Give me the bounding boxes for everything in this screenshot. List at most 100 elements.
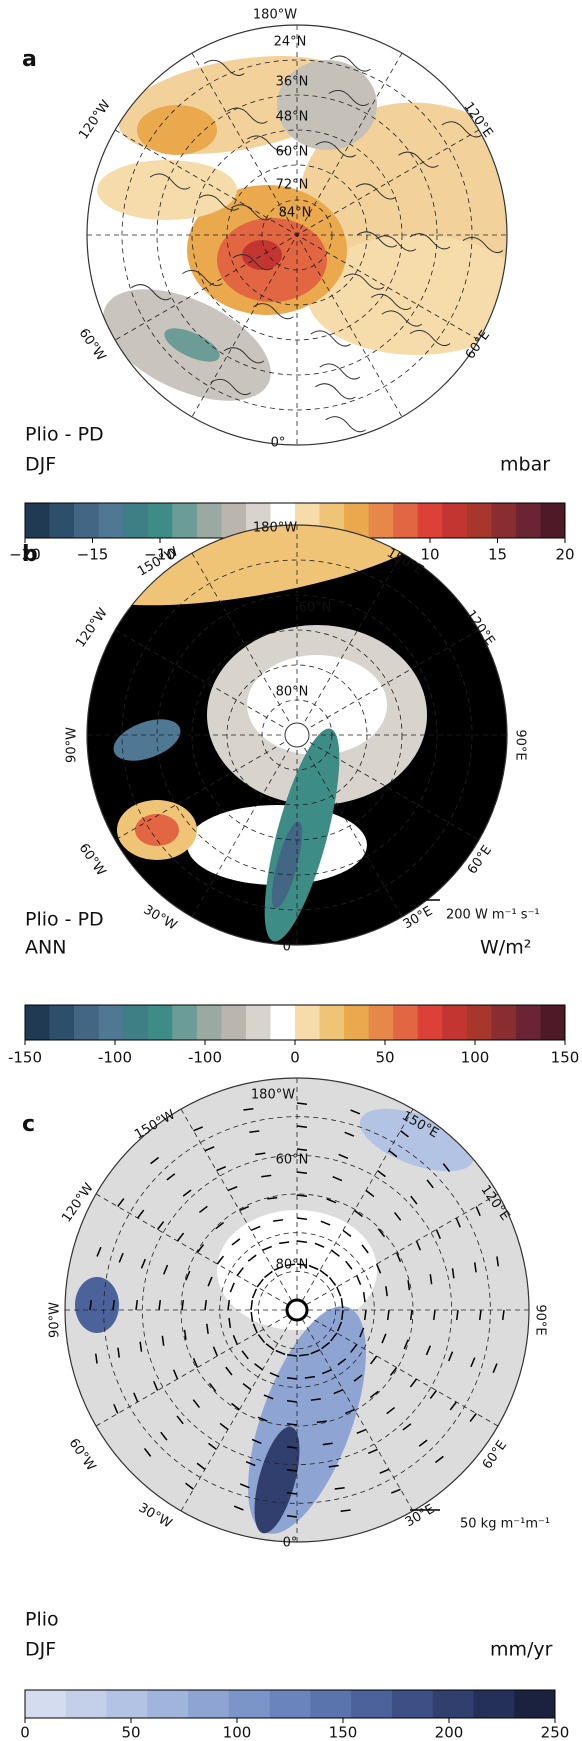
- map-label: 80°N: [276, 685, 309, 700]
- flux-arrow: [256, 1278, 264, 1288]
- unit-label: W/m²: [480, 937, 531, 959]
- flux-arrow: [232, 1334, 238, 1345]
- map-label: 30°W: [136, 1501, 175, 1532]
- map-content: [87, 25, 507, 445]
- flux-arrow: [208, 1382, 217, 1392]
- panel-caption: DJF: [25, 1639, 56, 1661]
- flux-arrow: [345, 1260, 353, 1270]
- colorbar-bin: [49, 1005, 75, 1040]
- flux-arrow: [455, 1217, 461, 1228]
- flux-arrow: [320, 1220, 331, 1226]
- flux-arrow: [375, 1263, 382, 1274]
- coastline: [210, 378, 251, 396]
- flux-arrow: [153, 1380, 159, 1391]
- flux-arrow: [410, 1195, 418, 1205]
- flux-arrow: [400, 1130, 409, 1138]
- colorbar-bin: [172, 1005, 198, 1040]
- flux-arrow: [501, 1309, 505, 1321]
- flux-arrow: [389, 1367, 398, 1376]
- flux-arrow: [359, 1327, 365, 1338]
- coastline: [370, 293, 412, 310]
- map-label: 60°N: [276, 1153, 309, 1168]
- coastline: [231, 204, 272, 221]
- pole-hole: [284, 722, 310, 748]
- flux-arrow: [475, 1206, 481, 1217]
- flux-arrow: [193, 1126, 204, 1132]
- colorbar-tick-label: −20: [9, 546, 41, 564]
- flux-arrow: [183, 1329, 187, 1340]
- colorbar-bin: [368, 503, 394, 538]
- flux-arrow: [296, 1240, 308, 1244]
- flux-arrow: [185, 1482, 194, 1490]
- coastline: [375, 235, 417, 252]
- colorbar-bin: [147, 1690, 189, 1718]
- colorbar-bin: [147, 503, 173, 538]
- colorbar-bin: [466, 503, 492, 538]
- flux-arrow: [231, 1402, 240, 1411]
- flux-arrow: [331, 1249, 340, 1257]
- latitude-ring: [121, 559, 473, 911]
- flux-arrow: [344, 1131, 355, 1137]
- map-label: 90°E: [533, 1304, 548, 1335]
- flux-arrow: [166, 1173, 176, 1181]
- map-field: [135, 814, 179, 846]
- flux-arrow: [286, 1399, 298, 1403]
- colorbar-bin: [514, 1690, 556, 1718]
- coastline: [149, 173, 191, 190]
- flux-arrow: [386, 1309, 390, 1321]
- colorbar-bin: [310, 1690, 352, 1718]
- coastline: [253, 303, 294, 320]
- map-label: 24°N: [274, 35, 307, 50]
- flux-arrow: [247, 1254, 257, 1262]
- flux-arrow: [150, 1156, 160, 1165]
- map-label: 200 W m⁻¹ s⁻¹: [446, 908, 540, 923]
- map-field: [277, 60, 377, 150]
- colorbar-bin: [393, 1005, 419, 1040]
- flux-arrow: [319, 1269, 329, 1277]
- flux-arrow: [418, 1439, 428, 1447]
- map-content: [87, 525, 507, 945]
- colorbar-bin: [432, 1690, 474, 1718]
- flux-arrow: [185, 1270, 191, 1281]
- pole-hole: [285, 1298, 309, 1322]
- flux-arrow: [225, 1366, 233, 1376]
- flux-arrow: [160, 1431, 168, 1441]
- flux-arrow: [192, 1399, 201, 1409]
- panel-caption: Plio: [25, 1609, 59, 1631]
- colorbar-tick-label: 100: [223, 1724, 252, 1741]
- coastline: [441, 121, 483, 138]
- colorbar-bin: [196, 503, 222, 538]
- coastline: [328, 89, 370, 107]
- coastline: [310, 330, 351, 347]
- flux-arrow: [370, 1355, 378, 1365]
- flux-arrow: [296, 1217, 308, 1221]
- latitude-ring: [156, 94, 438, 376]
- flux-arrow: [442, 1163, 451, 1173]
- flux-arrow: [196, 1462, 206, 1470]
- flux-arrow: [336, 1321, 343, 1332]
- colorbar-bin: [172, 503, 198, 538]
- coastline: [223, 347, 265, 364]
- flux-arrow: [212, 1346, 219, 1357]
- colorbar-bin: [147, 1005, 173, 1040]
- flux-arrow: [362, 1292, 366, 1303]
- flux-arrow: [269, 1372, 280, 1378]
- flux-arrow: [469, 1413, 477, 1422]
- flux-arrow: [402, 1423, 412, 1431]
- flux-arrow: [233, 1505, 244, 1511]
- flux-arrow: [448, 1351, 454, 1362]
- flux-arrow: [296, 1194, 308, 1198]
- map-label: 90°E: [513, 729, 528, 760]
- flux-arrow: [338, 1153, 349, 1159]
- colorbar-tick-label: -100: [98, 1049, 132, 1067]
- flux-arrow: [265, 1343, 275, 1351]
- map-field: [254, 1426, 300, 1534]
- colorbar-bin: [515, 503, 541, 538]
- map-label: 60°W: [76, 841, 109, 879]
- flux-arrow: [261, 1174, 272, 1178]
- flux-arrow: [182, 1189, 192, 1197]
- flux-arrow: [425, 1345, 431, 1356]
- flux-arrow: [245, 1461, 256, 1467]
- coastline: [325, 416, 366, 433]
- colorbar-tick-label: −15: [77, 546, 109, 564]
